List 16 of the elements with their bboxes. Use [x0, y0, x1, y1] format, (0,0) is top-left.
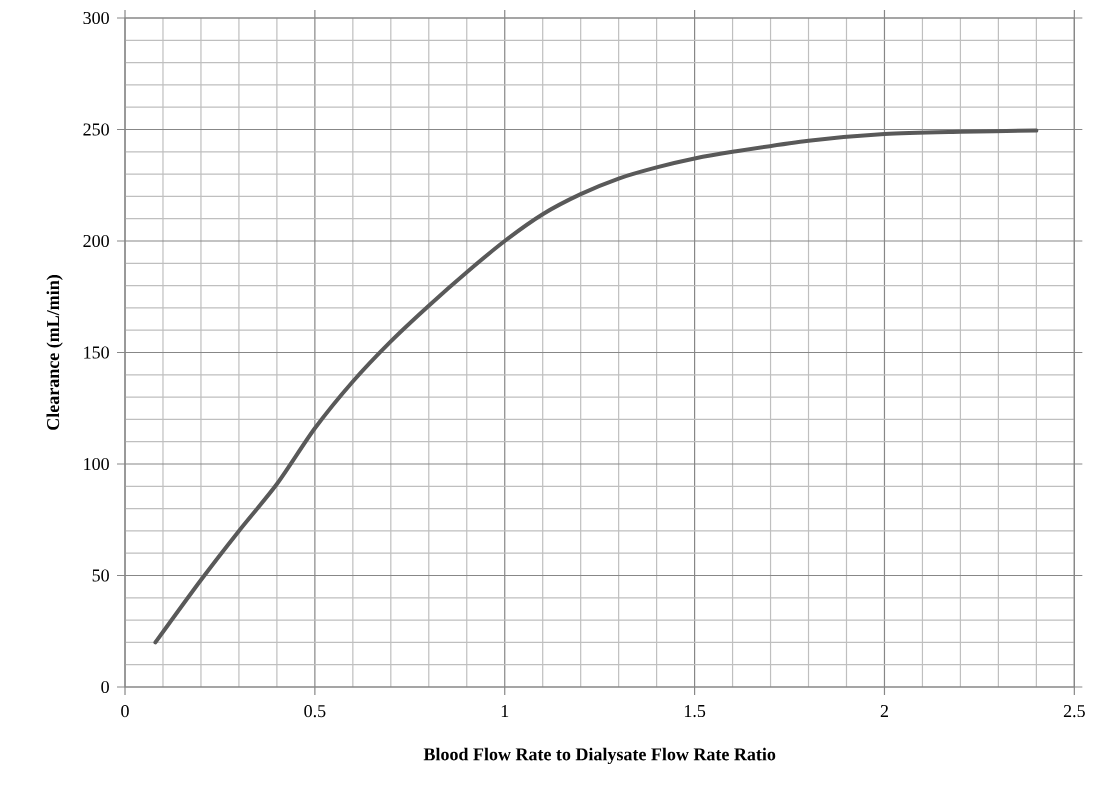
x-tick-label: 2 — [880, 705, 888, 717]
y-tick-label: 50 — [92, 569, 109, 582]
y-tick-label: 200 — [83, 234, 109, 248]
y-tick-label: 0 — [101, 680, 109, 694]
line-series — [153, 128, 1039, 645]
x-tick-label: 1 — [501, 705, 509, 717]
x-axis-title: Blood Flow Rate to Dialysate Flow Rate Ratio — [423, 747, 776, 765]
y-tick-label: 150 — [84, 346, 109, 359]
x-tick-label: 2.5 — [1063, 705, 1085, 718]
x-tick-label: 0 — [121, 705, 129, 718]
y-axis-title: Clearance (mL/min) — [46, 275, 63, 430]
x-tick-label: 1.5 — [684, 705, 706, 718]
x-tick-label: 0.5 — [304, 705, 326, 718]
y-tick-label: 100 — [84, 457, 109, 471]
y-tick-label: 250 — [83, 123, 109, 136]
y-tick-label: 300 — [83, 11, 109, 25]
